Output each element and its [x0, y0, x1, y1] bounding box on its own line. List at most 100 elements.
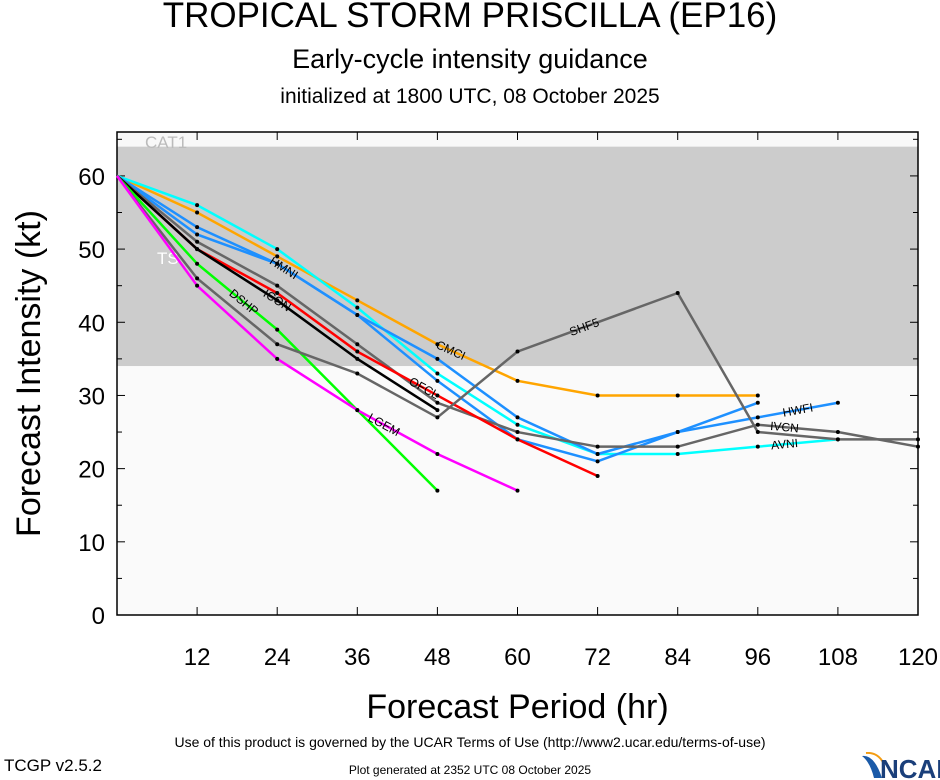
data-point	[595, 393, 600, 398]
data-point	[435, 415, 440, 420]
y-axis-label: Forecast Intensity (kt)	[10, 210, 48, 537]
data-point	[755, 393, 760, 398]
data-point	[355, 408, 360, 413]
data-point	[275, 327, 280, 332]
data-point	[435, 378, 440, 383]
data-point	[515, 437, 520, 442]
init-time: initialized at 1800 UTC, 08 October 2025	[280, 85, 660, 108]
data-point	[675, 291, 680, 295]
data-point	[435, 393, 440, 398]
terms-of-use: Use of this product is governed by the U…	[174, 734, 766, 750]
x-tick-label: 12	[184, 644, 211, 671]
data-point	[275, 356, 280, 361]
data-point	[195, 261, 200, 266]
data-point	[355, 371, 360, 376]
band-label: CAT1	[145, 133, 187, 152]
generated-time: Plot generated at 2352 UTC 08 October 20…	[348, 763, 592, 777]
data-point	[435, 342, 440, 347]
data-point	[835, 430, 840, 435]
series-label: AVNI	[770, 436, 798, 452]
series-label: IVCN	[770, 419, 800, 436]
data-point	[595, 473, 600, 478]
data-point	[515, 349, 520, 354]
series-label: HWFI	[782, 400, 815, 419]
y-tick-label: 60	[78, 164, 105, 191]
data-point	[355, 312, 360, 317]
version-label: TCGP v2.5.2	[4, 756, 102, 775]
data-point	[435, 356, 440, 361]
data-point	[275, 298, 280, 303]
y-tick-label: 30	[78, 383, 105, 410]
data-point	[835, 400, 840, 405]
data-point	[675, 430, 680, 435]
data-point	[355, 305, 360, 310]
x-tick-label: 24	[264, 644, 291, 671]
data-point	[595, 459, 600, 464]
data-point	[195, 232, 200, 237]
data-point	[675, 393, 680, 398]
data-point	[275, 254, 280, 259]
data-point	[435, 371, 440, 376]
y-tick-label: 0	[92, 603, 105, 630]
data-point	[675, 444, 680, 449]
data-point	[755, 430, 760, 435]
data-point	[275, 283, 280, 288]
x-tick-label: 60	[504, 644, 531, 671]
data-point	[755, 400, 760, 405]
x-tick-label: 120	[898, 644, 938, 671]
data-point	[595, 444, 600, 449]
data-point	[435, 452, 440, 456]
series-line-hwfi	[116, 174, 839, 456]
series-avni: AVNI	[116, 174, 840, 456]
x-tick-label: 72	[584, 644, 611, 671]
band-ts	[117, 146, 918, 367]
data-point	[195, 283, 200, 288]
data-point	[435, 408, 440, 413]
x-tick-label: 96	[744, 644, 771, 671]
data-point	[355, 349, 360, 354]
data-point	[275, 342, 280, 347]
series-line-avni	[116, 174, 839, 456]
data-point	[275, 247, 280, 252]
data-point	[515, 415, 520, 420]
data-point	[355, 298, 360, 303]
data-point	[275, 291, 280, 295]
x-tick-label: 48	[424, 644, 451, 671]
data-point	[435, 400, 440, 405]
data-point	[195, 225, 200, 230]
data-point	[355, 356, 360, 361]
y-tick-label: 10	[78, 530, 105, 557]
data-point	[195, 239, 200, 244]
data-point	[916, 437, 920, 442]
data-point	[835, 437, 840, 442]
data-point	[515, 430, 520, 435]
series-line-lgem	[115, 175, 519, 492]
data-point	[916, 444, 920, 449]
chart-title: TROPICAL STORM PRISCILLA (EP16)	[162, 0, 778, 35]
data-point	[755, 422, 760, 427]
x-tick-label: 36	[344, 644, 371, 671]
data-point	[515, 422, 520, 427]
x-axis-label: Forecast Period (hr)	[366, 688, 668, 726]
data-point	[675, 452, 680, 456]
chart-subtitle: Early-cycle intensity guidance	[292, 44, 648, 74]
data-point	[195, 210, 200, 215]
data-point	[755, 444, 760, 449]
data-point	[595, 452, 600, 456]
data-point	[515, 488, 520, 493]
data-point	[195, 247, 200, 252]
x-tick-label: 108	[818, 644, 858, 671]
x-tick-label: 84	[664, 644, 691, 671]
data-point	[195, 203, 200, 208]
data-point	[755, 415, 760, 420]
svg-text:NCAR: NCAR	[880, 754, 940, 780]
y-tick-label: 40	[78, 310, 105, 337]
y-tick-label: 20	[78, 457, 105, 484]
data-point	[355, 342, 360, 347]
ncar-logo: NCAR	[862, 752, 940, 780]
y-tick-label: 50	[78, 237, 105, 264]
series-ivcn: IVCN	[116, 174, 920, 449]
series-line-shf5	[116, 175, 918, 441]
